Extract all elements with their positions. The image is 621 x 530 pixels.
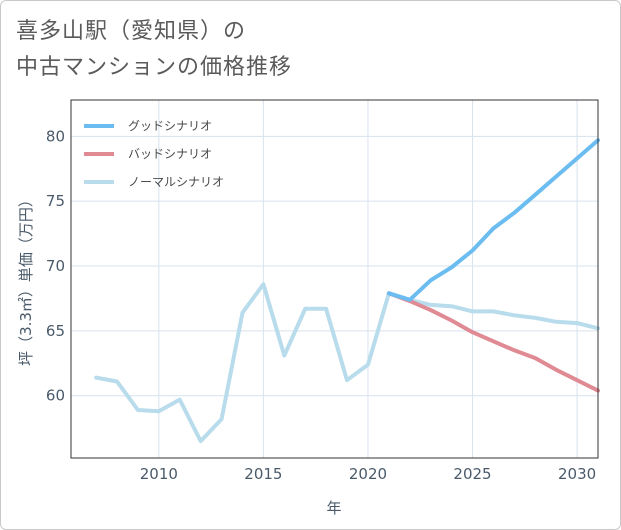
y-tick-75: 75 xyxy=(46,192,65,210)
legend-label-1: バッドシナリオ xyxy=(128,147,212,161)
legend-label-2: ノーマルシナリオ xyxy=(128,175,224,189)
y-tick-70: 70 xyxy=(46,257,65,275)
legend-label-0: グッドシナリオ xyxy=(128,119,212,133)
chart-title-line-1: 喜多山駅（愛知県）の xyxy=(16,19,247,44)
chart-title-line-2: 中古マンションの価格推移 xyxy=(16,55,293,80)
x-tick-labels: 2010 2015 2020 2025 2030 xyxy=(140,465,596,483)
series-lines xyxy=(94,138,600,444)
series-line-2 xyxy=(94,282,600,444)
x-tick-2025: 2025 xyxy=(453,465,491,483)
y-axis-label: 坪（3.3㎡）単価（万円） xyxy=(17,192,35,366)
x-tick-2030: 2030 xyxy=(558,465,596,483)
y-tick-labels: 60 65 70 75 80 xyxy=(46,127,65,404)
plot-border xyxy=(70,99,599,459)
x-tick-2020: 2020 xyxy=(349,465,387,483)
grid-lines xyxy=(71,100,598,458)
chart-title: 喜多山駅（愛知県）の 中古マンションの価格推移 xyxy=(16,14,292,86)
x-axis-label: 年 xyxy=(326,499,341,517)
series-line-1 xyxy=(386,291,600,393)
y-tick-65: 65 xyxy=(46,322,65,340)
series-line-0 xyxy=(386,138,600,302)
x-tick-2015: 2015 xyxy=(244,465,282,483)
x-tick-2010: 2010 xyxy=(140,465,178,483)
y-tick-80: 80 xyxy=(46,127,65,145)
y-tick-60: 60 xyxy=(46,387,65,405)
